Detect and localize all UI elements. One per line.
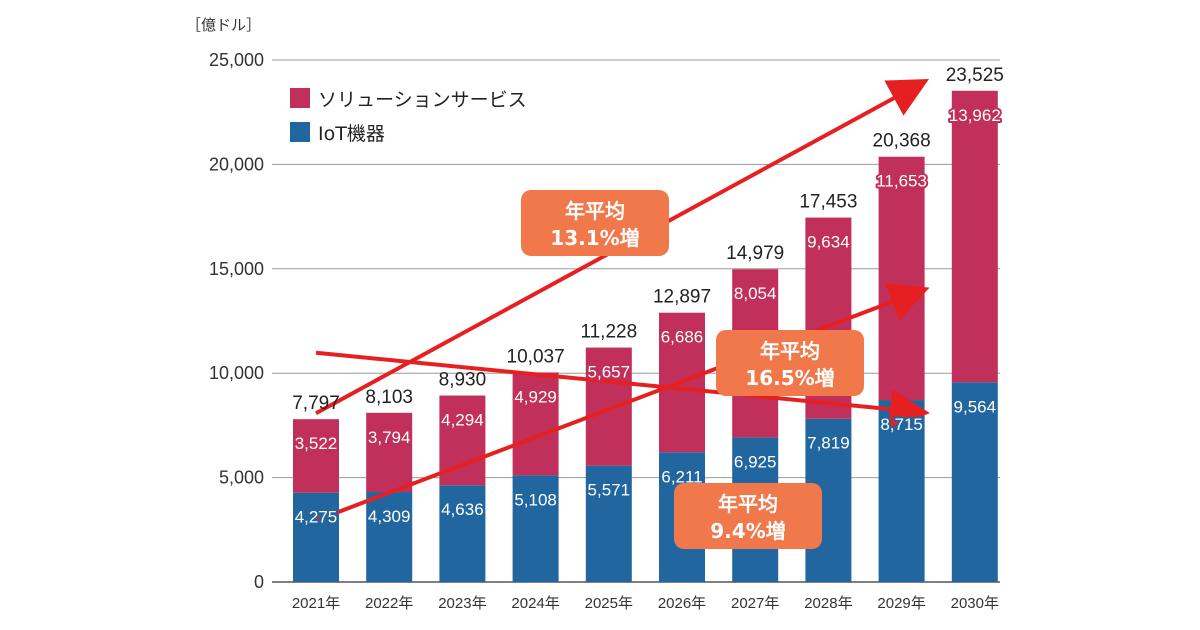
y-tick-label: 15,000 — [209, 259, 264, 279]
x-tick-label: 2026年 — [658, 595, 706, 612]
growth-callout-box — [716, 330, 864, 396]
x-tick-label: 2021年 — [292, 595, 340, 612]
growth-callout-rate: 16.5%増 — [745, 366, 834, 390]
bar-iot — [366, 492, 413, 582]
total-value-label: 7,797 — [292, 393, 340, 414]
legend-label-iot: IoT機器 — [318, 123, 385, 145]
bar-iot — [293, 492, 339, 582]
growth-callout-box — [521, 190, 669, 256]
x-tick-label: 2023年 — [438, 595, 486, 612]
iot-value-label: 4,309 — [368, 507, 411, 526]
solution-value-label: 3,522 — [295, 434, 338, 453]
iot-value-label: 4,275 — [295, 508, 338, 527]
total-value-label: 8,103 — [365, 387, 413, 408]
iot-value-label: 9,564 — [954, 397, 997, 416]
bar-solution — [366, 412, 413, 493]
iot-value-label: 8,715 — [880, 415, 923, 434]
y-tick-label: 5,000 — [219, 468, 264, 488]
total-value-label: 14,979 — [726, 243, 784, 264]
growth-callout-rate: 13.1%増 — [550, 226, 639, 250]
x-tick-label: 2024年 — [511, 595, 559, 612]
iot-value-label: 4,636 — [441, 500, 484, 519]
iot-value-label: 7,819 — [807, 434, 850, 453]
bar-iot — [585, 465, 632, 582]
solution-value-label: 9,634 — [807, 233, 850, 252]
bar-solution — [951, 90, 998, 383]
growth-arrow — [315, 350, 930, 430]
y-tick-label: 20,000 — [209, 154, 264, 174]
bar-solution — [293, 419, 339, 493]
bar-iot — [512, 475, 559, 582]
x-tick-label: 2025年 — [585, 595, 633, 612]
iot-value-label: 6,925 — [734, 452, 777, 471]
bar-iot — [951, 382, 998, 582]
bar-solution — [585, 347, 632, 466]
solution-value-label: 11,653 — [876, 172, 927, 191]
solution-value-label: 6,686 — [661, 328, 704, 347]
growth-arrow — [315, 283, 930, 523]
iot-value-label: 5,571 — [588, 481, 631, 500]
bar-iot — [878, 400, 925, 582]
bar-iot — [439, 485, 486, 582]
total-value-label: 11,228 — [580, 322, 637, 343]
growth-callout-title: 年平均 — [718, 492, 778, 516]
bar-solution — [878, 156, 925, 401]
solution-value-label: 8,054 — [734, 284, 777, 303]
total-value-label: 23,525 — [946, 65, 1004, 86]
legend-swatch-solution — [290, 88, 310, 108]
legend-swatch-iot — [290, 122, 310, 142]
legend-label-solution: ソリューションサービス — [318, 89, 527, 111]
x-tick-label: 2029年 — [877, 595, 925, 612]
solution-value-label: 3,794 — [368, 428, 411, 447]
x-tick-label: 2027年 — [731, 595, 779, 612]
x-tick-label: 2028年 — [804, 595, 852, 612]
iot-value-label: 6,211 — [661, 467, 702, 486]
total-value-label: 17,453 — [799, 192, 857, 213]
iot-value-label: 5,108 — [514, 490, 557, 509]
total-value-label: 10,037 — [507, 346, 565, 367]
total-value-label: 12,897 — [653, 287, 711, 308]
solution-value-label: 5,657 — [588, 363, 631, 382]
bar-solution — [512, 372, 559, 476]
total-value-label: 8,930 — [439, 370, 487, 391]
y-tick-label: 10,000 — [209, 363, 264, 383]
growth-callout-box — [674, 483, 822, 549]
y-tick-label: 25,000 — [209, 50, 264, 70]
growth-callout-rate: 9.4%増 — [710, 519, 785, 543]
x-tick-label: 2022年 — [365, 595, 413, 612]
solution-value-label: 4,294 — [441, 411, 484, 430]
growth-callout-title: 年平均 — [565, 199, 625, 223]
solution-value-label: 13,962 — [949, 106, 1001, 125]
growth-callout-title: 年平均 — [760, 339, 820, 363]
y-unit-label: ［億ドル］ — [186, 16, 261, 34]
y-tick-label: 0 — [254, 572, 264, 592]
x-tick-label: 2030年 — [951, 595, 999, 612]
total-value-label: 20,368 — [873, 131, 931, 152]
solution-value-label: 4,929 — [514, 387, 557, 406]
